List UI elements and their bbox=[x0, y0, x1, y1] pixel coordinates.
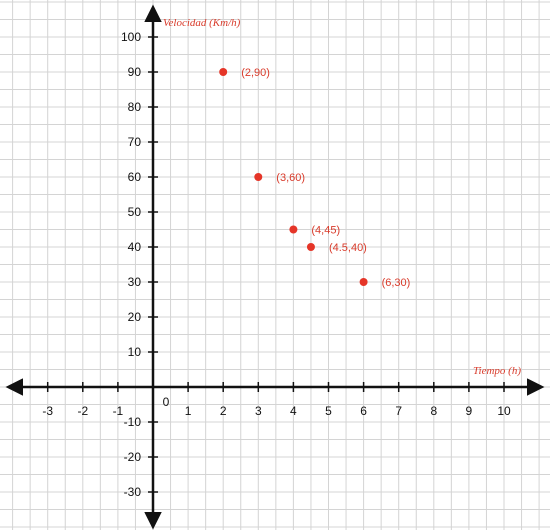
tick-labels: -3 -2 -1 1 2 3 4 5 6 7 8 9 10 100 90 80 70 60 50 40 30 20 10 -1… bbox=[42, 30, 511, 499]
y-tick-label: -20 bbox=[124, 450, 142, 464]
x-tick-label: 2 bbox=[220, 404, 227, 418]
x-tick-label: 7 bbox=[395, 404, 402, 418]
y-tick-label: 100 bbox=[121, 30, 141, 44]
data-point bbox=[219, 68, 228, 76]
data-point bbox=[359, 278, 368, 286]
x-tick-label: 4 bbox=[290, 404, 297, 418]
data-points: (2,90) (3,60) (4,45) (4.5,40) (6,30) bbox=[219, 67, 410, 289]
x-tick-label: -3 bbox=[42, 404, 53, 418]
origin-label: 0 bbox=[163, 395, 170, 409]
y-axis-title: Velocidad (Km/h) bbox=[163, 17, 241, 29]
data-point-label: (2,90) bbox=[241, 67, 270, 79]
y-tick-label: 20 bbox=[128, 310, 142, 324]
data-point-label: (6,30) bbox=[382, 277, 411, 289]
y-tick-label: 60 bbox=[128, 170, 142, 184]
y-tick-label: -10 bbox=[124, 415, 142, 429]
x-tick-label: 1 bbox=[185, 404, 192, 418]
x-tick-label: 8 bbox=[430, 404, 437, 418]
x-tick-label: -2 bbox=[77, 404, 88, 418]
data-point-label: (4.5,40) bbox=[329, 242, 367, 254]
y-tick-label: 40 bbox=[128, 240, 142, 254]
y-tick-label: 30 bbox=[128, 275, 142, 289]
x-tick-label: 6 bbox=[360, 404, 367, 418]
y-tick-label: 50 bbox=[128, 205, 142, 219]
x-tick-label: 10 bbox=[497, 404, 511, 418]
x-tick-label: 9 bbox=[466, 404, 473, 418]
axes bbox=[5, 4, 545, 530]
x-tick-label: 5 bbox=[325, 404, 332, 418]
x-axis-title: Tiempo (h) bbox=[473, 365, 521, 377]
y-tick-label: 10 bbox=[128, 345, 142, 359]
data-point-label: (3,60) bbox=[276, 172, 305, 184]
y-tick-label: 70 bbox=[128, 135, 142, 149]
y-tick-label: 80 bbox=[128, 100, 142, 114]
data-point bbox=[289, 225, 298, 234]
y-tick-label: 90 bbox=[128, 65, 142, 79]
data-point-label: (4,45) bbox=[311, 225, 340, 237]
y-tick-label: -30 bbox=[124, 485, 142, 499]
x-tick-label: 3 bbox=[255, 404, 262, 418]
data-point bbox=[254, 173, 263, 181]
data-point bbox=[306, 243, 315, 251]
x-tick-label: -1 bbox=[113, 404, 124, 418]
